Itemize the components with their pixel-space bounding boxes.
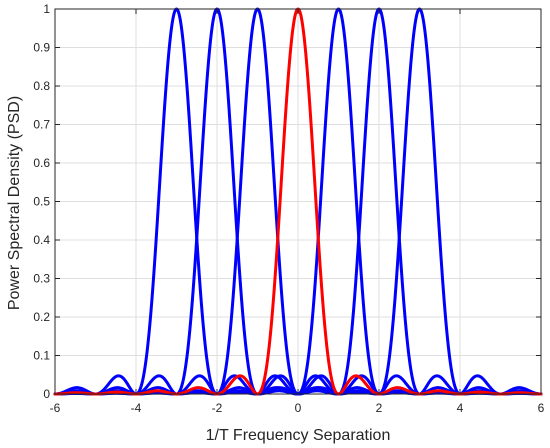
x-tick-label: 0 bbox=[295, 401, 302, 415]
y-tick-label: 0.4 bbox=[33, 233, 50, 247]
x-tick-label: 2 bbox=[376, 401, 383, 415]
y-tick-label: 0.1 bbox=[33, 349, 50, 363]
y-tick-label: 1 bbox=[43, 2, 50, 16]
y-tick-label: 0.7 bbox=[33, 118, 50, 132]
y-tick-label: 0.2 bbox=[33, 310, 50, 324]
x-tick-label: -2 bbox=[212, 401, 223, 415]
y-tick-label: 0.3 bbox=[33, 272, 50, 286]
tick-labels: -6 -4 -2 0 2 4 6 0 0.1 0.2 0.3 0.4 0.5 0.6 0.7 0.8 0.9 1 bbox=[33, 2, 544, 415]
x-tick-label: -6 bbox=[50, 401, 61, 415]
y-tick-label: 0.6 bbox=[33, 156, 50, 170]
x-tick-label: -4 bbox=[131, 401, 142, 415]
x-tick-label: 6 bbox=[538, 401, 545, 415]
y-tick-label: 0.5 bbox=[33, 195, 50, 209]
y-tick-label: 0.8 bbox=[33, 79, 50, 93]
x-axis-label: 1/T Frequency Separation bbox=[206, 427, 391, 444]
y-tick-label: 0.9 bbox=[33, 41, 50, 55]
y-tick-label: 0 bbox=[43, 387, 50, 401]
axes bbox=[54, 8, 542, 395]
y-axis-label: Power Spectral Density (PSD) bbox=[6, 96, 23, 310]
x-tick-label: 4 bbox=[457, 401, 464, 415]
